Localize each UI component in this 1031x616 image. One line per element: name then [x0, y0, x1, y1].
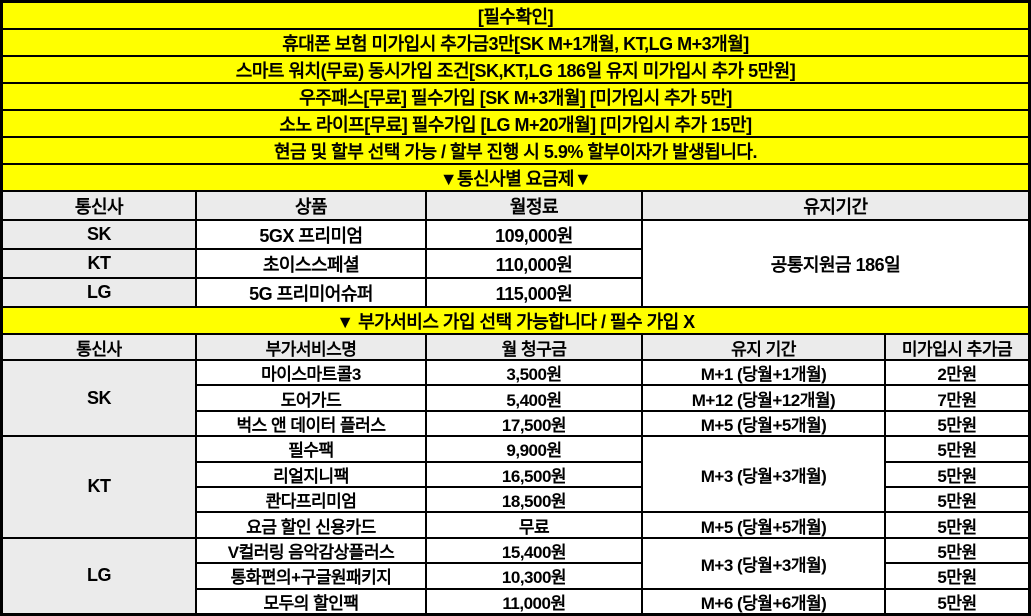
plan-product-kt: 초이스스페셜	[197, 250, 425, 277]
addon-penalty-4: 5만원	[886, 462, 1028, 486]
addon-fee-9: 11,000원	[427, 589, 641, 613]
addon-period-9: M+6 (당월+6개월)	[643, 589, 884, 613]
addon-header-fee: 월 청구금	[427, 335, 641, 359]
addon-penalty-0: 2만원	[886, 361, 1028, 385]
addon-fee-5: 18,500원	[427, 487, 641, 512]
addon-name-6: 요금 할인 신용카드	[197, 513, 425, 537]
plan-carrier-lg: LG	[3, 279, 195, 306]
banner-space-pass: 우주패스[무료] 필수가입 [SK M+3개월] [미가입시 추가 5만]	[3, 84, 1028, 109]
plan-header-carrier: 통신사	[3, 192, 195, 219]
addon-header-penalty: 미가입시 추가금	[886, 335, 1028, 359]
addon-penalty-6: 5만원	[886, 513, 1028, 537]
addon-carrier-kt: KT	[3, 437, 195, 537]
addon-penalty-2: 5만원	[886, 411, 1028, 436]
plan-product-sk: 5GX 프리미엄	[197, 221, 425, 248]
addon-fee-1: 5,400원	[427, 386, 641, 410]
plan-product-lg: 5G 프리미어슈퍼	[197, 279, 425, 306]
banner-plan-table-title: ▼통신사별 요금제▼	[3, 165, 1028, 190]
addon-fee-0: 3,500원	[427, 361, 641, 385]
addon-name-7: V컬러링 음악감상플러스	[197, 538, 425, 563]
addon-penalty-3: 5만원	[886, 437, 1028, 461]
addon-penalty-1: 7만원	[886, 386, 1028, 410]
banner-smart-watch: 스마트 워치(무료) 동시가입 조건[SK,KT,LG 186일 유지 미가입시…	[3, 57, 1028, 82]
addon-period-3-merged: M+3 (당월+3개월)	[643, 437, 884, 512]
addon-penalty-5: 5만원	[886, 487, 1028, 512]
addon-period-0: M+1 (당월+1개월)	[643, 361, 884, 385]
addon-fee-8: 10,300원	[427, 564, 641, 588]
plan-carrier-kt: KT	[3, 250, 195, 277]
addon-name-4: 리얼지니팩	[197, 462, 425, 486]
addon-header-period: 유지 기간	[643, 335, 884, 359]
addon-name-1: 도어가드	[197, 386, 425, 410]
addon-fee-6: 무료	[427, 513, 641, 537]
plan-retention-cell: 공통지원금 186일	[643, 221, 1028, 306]
banner-installment-notice: 현금 및 할부 선택 가능 / 할부 진행 시 5.9% 할부이자가 발생됩니다…	[3, 138, 1028, 163]
banner-addon-section-title: ▼ 부가서비스 가입 선택 가능합니다 / 필수 가입 X	[3, 308, 1028, 333]
addon-name-3: 필수팩	[197, 437, 425, 461]
addon-period-2: M+5 (당월+5개월)	[643, 411, 884, 436]
addon-carrier-lg: LG	[3, 538, 195, 613]
addon-penalty-8: 5만원	[886, 564, 1028, 588]
plan-header-retention: 유지기간	[643, 192, 1028, 219]
addon-period-1: M+12 (당월+12개월)	[643, 386, 884, 410]
addon-name-8: 통화편의+구글원패키지	[197, 564, 425, 588]
addon-fee-3: 9,900원	[427, 437, 641, 461]
addon-name-9: 모두의 할인팩	[197, 589, 425, 613]
plan-fee-lg: 115,000원	[427, 279, 641, 306]
plan-fee-kt: 110,000원	[427, 250, 641, 277]
plan-carrier-sk: SK	[3, 221, 195, 248]
addon-name-0: 마이스마트콜3	[197, 361, 425, 385]
addon-name-2: 벅스 앤 데이터 플러스	[197, 411, 425, 436]
addon-carrier-sk: SK	[3, 361, 195, 436]
addon-period-6: M+5 (당월+5개월)	[643, 513, 884, 537]
plan-fee-sk: 109,000원	[427, 221, 641, 248]
addon-header-name: 부가서비스명	[197, 335, 425, 359]
banner-required-confirm: [필수확인]	[3, 3, 1028, 28]
addon-period-7-merged: M+3 (당월+3개월)	[643, 538, 884, 588]
addon-fee-2: 17,500원	[427, 411, 641, 436]
addon-fee-4: 16,500원	[427, 462, 641, 486]
banner-sono-life: 소노 라이프[무료] 필수가입 [LG M+20개월] [미가입시 추가 15만…	[3, 111, 1028, 136]
addon-fee-7: 15,400원	[427, 538, 641, 563]
addon-penalty-9: 5만원	[886, 589, 1028, 613]
addon-header-carrier: 통신사	[3, 335, 195, 359]
addon-penalty-7: 5만원	[886, 538, 1028, 563]
addon-name-5: 콴다프리미엄	[197, 487, 425, 512]
banner-phone-insurance: 휴대폰 보험 미가입시 추가금3만[SK M+1개월, KT,LG M+3개월]	[3, 30, 1028, 55]
plan-header-monthly-fee: 월정료	[427, 192, 641, 219]
plan-header-product: 상품	[197, 192, 425, 219]
